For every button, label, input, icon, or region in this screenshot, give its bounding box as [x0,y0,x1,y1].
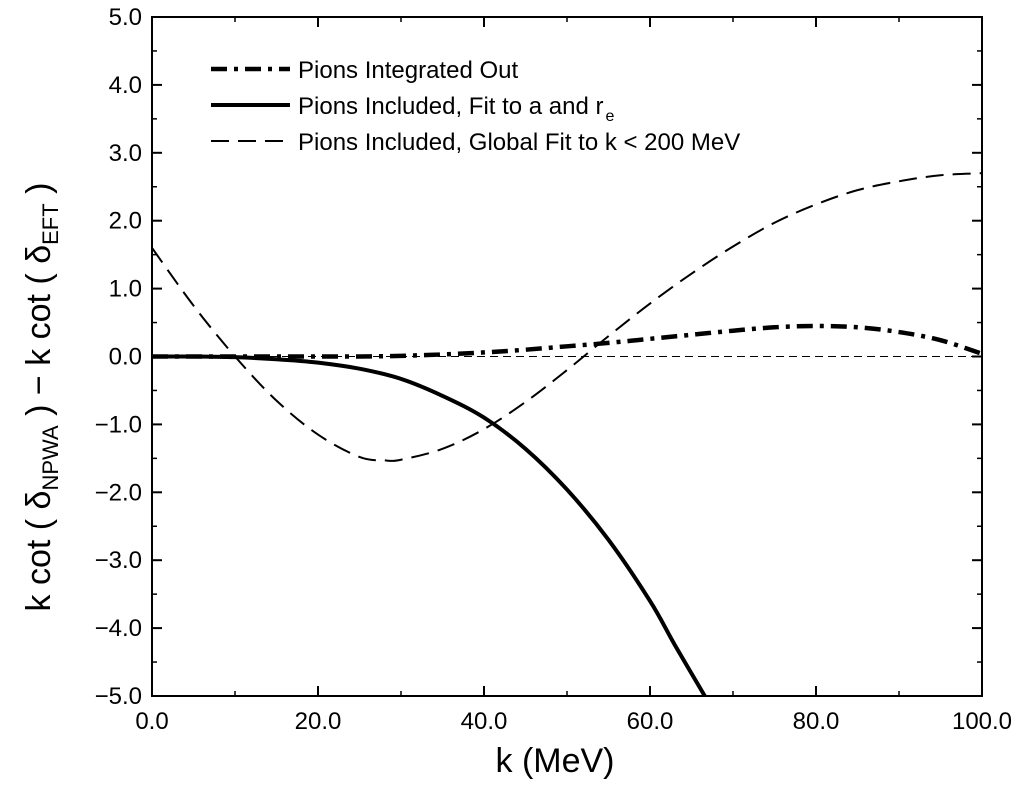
y-tick-label: 3.0 [109,140,142,167]
ticks-layer: 0.0 20.0 40.0 60.0 80.0 100.0 −5.0 −4.0 −3.0 −2.0… [95,4,1012,735]
y-tick-label: −3.0 [95,547,142,574]
x-tick-label: 80.0 [793,708,840,735]
series-line-3 [151,172,983,462]
y-label-part2: ) − k cot ( δ [20,245,58,425]
x-tick-label: 40.0 [461,708,508,735]
y-label-sub2: EFT [38,203,63,245]
y-tick-label: 5.0 [109,4,142,31]
y-tick-label: 0.0 [109,344,142,371]
x-tick-label: 20.0 [295,708,342,735]
legend-label-3: Pions Included, Global Fit to k < 200 Me… [298,129,740,156]
x-tick-label: 100.0 [952,708,1012,735]
y-tick-label: −5.0 [95,683,142,710]
y-tick-label: 1.0 [109,276,142,303]
legend-label-subscript: e [606,108,615,125]
y-tick-label: 2.0 [109,208,142,235]
legend-label-1: Pions Integrated Out [298,57,518,84]
series-line-1 [152,323,983,359]
y-label-part1: k cot ( δ [20,491,58,612]
x-tick-label: 60.0 [627,708,674,735]
series-layer [151,172,983,698]
y-label-sub1: NPWA [38,425,63,491]
x-tick-label: 0.0 [135,708,168,735]
y-label-part3: ) [20,183,58,204]
y-tick-label: −4.0 [95,615,142,642]
y-axis-label: k cot ( δNPWA ) − k cot ( δEFT ) [20,183,63,612]
y-tick-label: −1.0 [95,411,142,438]
y-tick-label: −2.0 [95,479,142,506]
x-axis-label: k (MeV) [496,742,615,780]
legend: Pions Integrated Out Pions Included, Fit … [211,57,740,156]
series-line-2 [151,354,707,698]
y-tick-label: 4.0 [109,72,142,99]
